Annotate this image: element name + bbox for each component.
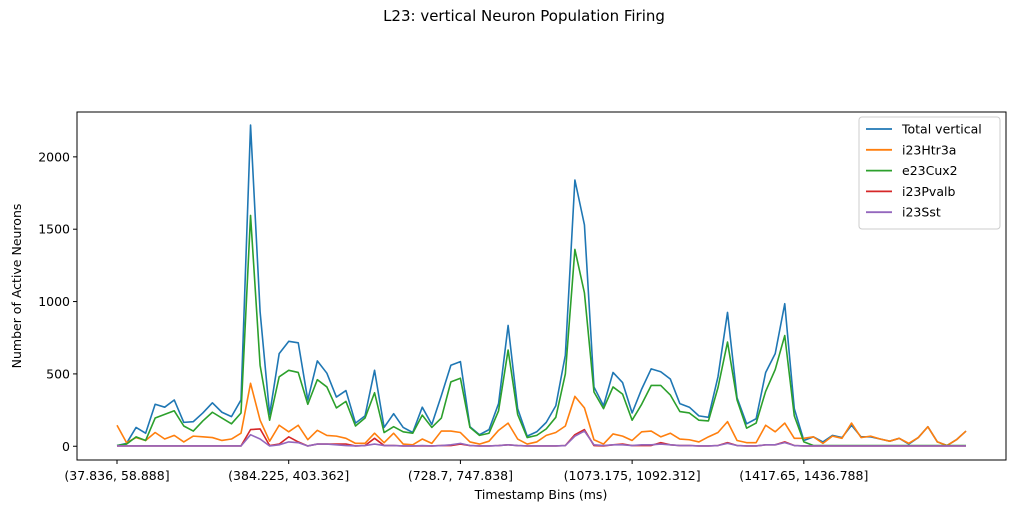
axes-frame: [76, 111, 1007, 461]
chart-title: L23: vertical Neuron Population Firing: [383, 7, 665, 25]
x-axis: (37.836, 58.888] (384.225, 403.362] (728.7…: [64, 460, 868, 483]
plot-area: [116, 124, 967, 447]
legend-label-1: i23Htr3a: [902, 142, 956, 157]
series-line-2: [116, 214, 966, 447]
y-tick-label-4: 2000: [38, 149, 70, 164]
x-tick-label-4: (1417.65, 1436.788]: [739, 468, 868, 483]
x-tick-label-2: (728.7, 747.838]: [408, 468, 513, 483]
legend-label-3: i23Pvalb: [902, 184, 955, 199]
x-tick-label-3: (1073.175, 1092.312]: [564, 468, 701, 483]
series-line-0: [116, 124, 967, 447]
legend-label-0: Total vertical: [901, 122, 982, 137]
y-tick-label-0: 0: [62, 439, 70, 454]
y-tick-label-1: 500: [46, 366, 70, 381]
x-axis-label: Timestamp Bins (ms): [474, 487, 608, 502]
x-tick-label-1: (384.225, 403.362]: [228, 468, 349, 483]
y-axis: 0 500 1000 1500 2000: [38, 149, 77, 454]
x-tick-label-0: (37.836, 58.888]: [64, 468, 169, 483]
y-axis-label: Number of Active Neurons: [9, 204, 24, 369]
legend-label-2: e23Cux2: [902, 163, 958, 178]
y-tick-label-3: 1500: [38, 222, 70, 237]
series-line-4: [117, 430, 966, 447]
legend-label-4: i23Sst: [902, 205, 941, 220]
legend-box: [858, 116, 1001, 230]
y-tick-label-2: 1000: [38, 294, 70, 309]
series-line-1: [116, 382, 967, 447]
legend: Total vertical i23Htr3a e23Cux2 i23Pvalb i23…: [858, 116, 1001, 230]
